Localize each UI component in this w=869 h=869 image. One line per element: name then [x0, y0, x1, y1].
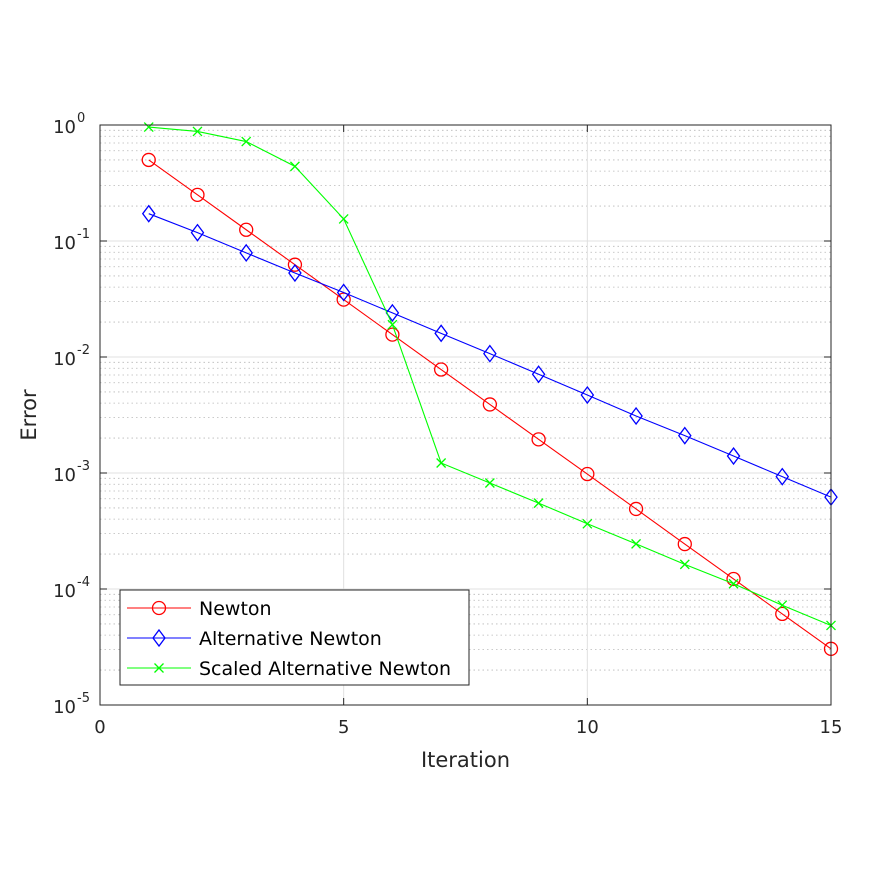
legend-label: Scaled Alternative Newton — [199, 658, 451, 680]
legend-swatch-marker — [154, 663, 164, 673]
data-point-newton — [677, 536, 692, 552]
x-tick-labels: 0 5 10 15 — [94, 717, 842, 738]
y-tick-label-exponent: 0 — [77, 111, 85, 126]
x-tick-label: 15 — [820, 717, 843, 738]
y-tick-label: 10 -3 — [53, 459, 90, 486]
data-point-scaled-alternative-newton — [436, 458, 447, 468]
legend-entry-alternative-newton: Alternative Newton — [127, 628, 382, 650]
series-layer — [141, 122, 839, 656]
data-point-alternative-newton — [531, 365, 546, 384]
data-point-alternative-newton — [677, 426, 692, 445]
data-point-alternative-newton — [190, 223, 205, 242]
data-point-alternative-newton — [775, 467, 790, 486]
data-point-scaled-alternative-newton — [338, 213, 349, 224]
data-point-alternative-newton — [336, 283, 351, 302]
data-point-scaled-alternative-newton — [143, 122, 154, 133]
data-point-scaled-alternative-newton — [582, 518, 593, 529]
y-tick-label-base: 10 — [53, 697, 76, 718]
series-line-alternative-newton — [148, 213, 832, 498]
data-point-alternative-newton — [434, 324, 448, 343]
data-point-scaled-alternative-newton — [484, 478, 495, 488]
series-newton — [141, 152, 839, 656]
data-point-alternative-newton — [385, 303, 400, 322]
data-point-newton — [628, 501, 644, 517]
x-tick-label: 10 — [576, 717, 599, 738]
y-tick-label: 10 -2 — [53, 343, 90, 370]
y-tick-label-exponent: -5 — [77, 691, 90, 706]
data-point-newton — [726, 571, 741, 587]
data-point-newton — [482, 397, 498, 412]
y-tick-label-base: 10 — [53, 581, 76, 602]
data-point-newton — [336, 292, 351, 307]
data-point-alternative-newton — [483, 344, 497, 363]
data-point-newton — [580, 466, 595, 482]
data-point-alternative-newton — [239, 243, 254, 262]
data-point-newton — [239, 222, 254, 237]
legend-swatch-marker — [151, 600, 167, 616]
y-tick-label-exponent: -1 — [77, 227, 90, 242]
data-point-alternative-newton — [629, 406, 643, 426]
data-point-scaled-alternative-newton — [533, 498, 544, 509]
data-point-scaled-alternative-newton — [289, 161, 300, 172]
y-tick-label-exponent: -4 — [77, 575, 90, 590]
legend-swatch-marker — [152, 628, 166, 648]
data-point-alternative-newton — [580, 385, 595, 405]
y-tick-label: 10 0 — [53, 111, 85, 138]
legend-entry-newton: Newton — [127, 598, 272, 620]
series-scaled-alternative-newton — [143, 122, 836, 631]
y-tick-label-base: 10 — [53, 117, 76, 138]
y-tick-label: 10 -5 — [53, 691, 90, 718]
y-tick-label-base: 10 — [53, 465, 76, 486]
y-tick-label-exponent: -2 — [77, 343, 90, 358]
data-point-alternative-newton — [141, 204, 156, 223]
legend-label: Alternative Newton — [199, 628, 382, 650]
y-tick-label-base: 10 — [53, 349, 76, 370]
data-point-newton — [433, 362, 449, 377]
data-point-newton — [775, 606, 790, 622]
data-point-alternative-newton — [288, 263, 302, 283]
data-point-scaled-alternative-newton — [777, 600, 788, 611]
y-tick-label: 10 -4 — [53, 575, 90, 602]
data-point-scaled-alternative-newton — [631, 538, 642, 549]
axis-ticks — [99, 124, 832, 706]
data-point-newton — [141, 152, 156, 168]
data-point-scaled-alternative-newton — [192, 126, 203, 137]
x-tick-label: 0 — [94, 717, 105, 738]
y-tick-label-base: 10 — [53, 233, 76, 254]
series-line-newton — [148, 159, 832, 650]
series-alternative-newton — [141, 204, 838, 507]
data-point-scaled-alternative-newton — [241, 136, 252, 147]
data-point-newton — [287, 257, 303, 272]
data-point-newton — [531, 432, 546, 447]
legend-entry-scaled-alternative-newton: Scaled Alternative Newton — [127, 658, 451, 680]
legend-label: Newton — [199, 598, 272, 620]
legend: Newton Alternative Newton Scaled Alternati… — [119, 589, 470, 686]
y-tick-label: 10 -1 — [53, 227, 90, 254]
data-point-alternative-newton — [726, 446, 741, 466]
data-point-scaled-alternative-newton — [728, 578, 739, 589]
plot-frame — [99, 124, 832, 706]
x-axis-label: Iteration — [421, 748, 510, 772]
x-tick-label: 5 — [338, 717, 349, 738]
y-axis-label: Error — [17, 389, 41, 441]
data-point-newton — [190, 187, 205, 202]
data-point-scaled-alternative-newton — [679, 559, 690, 570]
y-tick-label-exponent: -3 — [77, 459, 90, 474]
data-point-scaled-alternative-newton — [387, 319, 398, 330]
data-point-newton — [385, 327, 400, 342]
